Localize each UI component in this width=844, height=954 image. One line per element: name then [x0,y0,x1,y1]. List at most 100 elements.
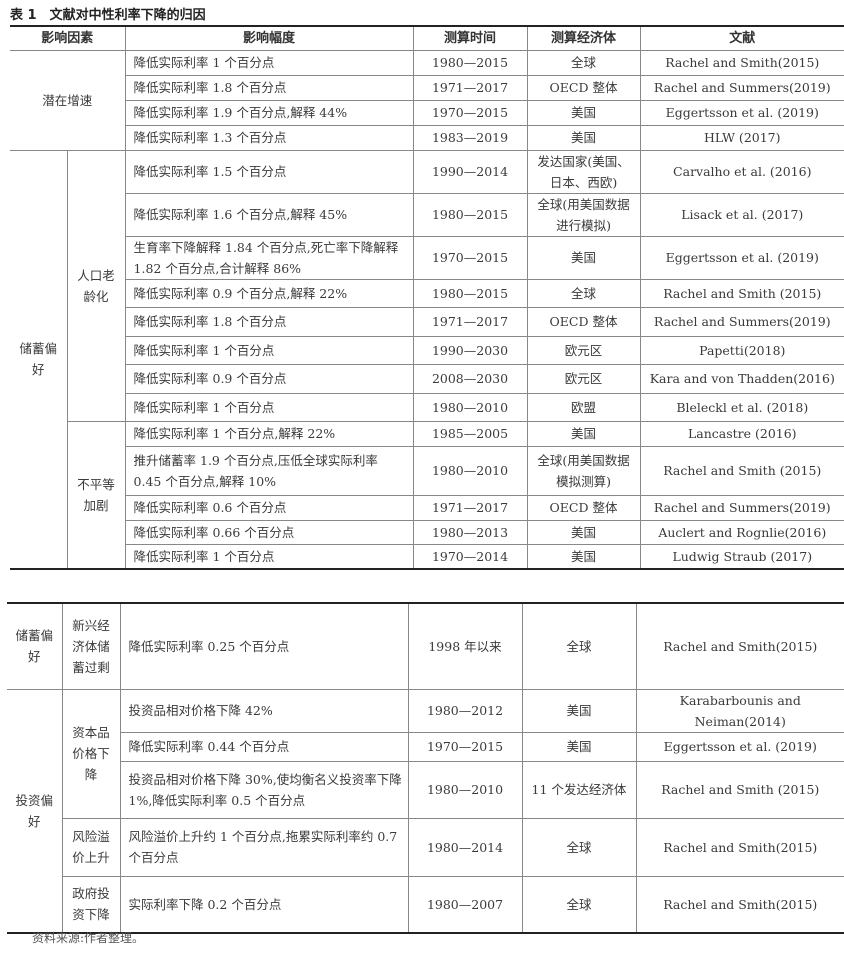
table-row: 降低实际利率 1.8 个百分点 1971—2017 OECD 整体 Rachel an… [10,74,844,101]
economy-cell: 欧元区 [526,363,641,394]
table-row: 推升储蓄率 1.9 个百分点,压低全球实际利率 0.45 个百分点,解释 10%… [10,445,844,496]
literature-cell: Rachel and Summers(2019) [639,74,844,101]
table-row: 降低实际利率 1.8 个百分点 1971—2017 OECD 整体 Rachel an… [10,306,844,337]
table-row: 降低实际利率 1 个百分点 1980—2010 欧盟 Bleleckl et al. … [10,392,844,422]
impact-cell: 降低实际利率 0.25 个百分点 [119,602,409,690]
period-cell: 1970—2014 [412,543,528,570]
literature-cell: Rachel and Smith (2015) [639,445,844,496]
economy-cell: 发达国家(美国、日本、西欧) [526,149,641,194]
impact-cell: 降低实际利率 0.44 个百分点 [120,731,409,762]
period-cell: 1980—2007 [407,875,523,934]
table-row: 储蓄偏好 人口老龄化 降低实际利率 1.5 个百分点 1990—2014 发达国家(美国… [10,149,844,570]
literature-cell: Rachel and Smith (2015) [639,278,844,308]
factor-group-cell: 储蓄偏好 [7,602,63,690]
table-row: 降低实际利率 1 个百分点 1970—2014 美国 Ludwig Straub (2… [10,543,844,570]
period-cell: 2008—2030 [412,363,528,394]
period-cell: 1983—2019 [412,124,528,151]
period-cell: 1980—2015 [412,278,528,308]
economy-cell: 美国 [526,519,641,545]
economy-cell: 全球 [521,875,637,934]
header-impact: 影响幅度 [124,25,414,51]
factor-subgroup-cell: 政府投资下降 [62,875,121,934]
table-row: 降低实际利率 1 个百分点 1990—2030 欧元区 Papetti(2018) [10,335,844,365]
factor-subgroup-cell: 风险溢价上升 [62,817,121,877]
period-cell: 1980—2010 [412,445,528,496]
impact-cell: 降低实际利率 0.66 个百分点 [125,519,414,545]
impact-cell: 降低实际利率 1 个百分点 [124,49,414,76]
period-cell: 1980—2010 [407,760,523,819]
period-cell: 1990—2030 [412,335,528,365]
impact-cell: 风险溢价上升约 1 个百分点,拖累实际利率约 0.7 个百分点 [119,817,409,877]
impact-cell: 投资品相对价格下降 30%,使均衡名义投资率下降 1%,降低实际利率 0.5 个… [120,760,409,819]
period-cell: 1990—2014 [412,149,528,194]
impact-cell: 降低实际利率 0.6 个百分点 [125,494,414,521]
factor-subgroup-cell: 新兴经济体储蓄过剩 [61,602,121,690]
period-cell: 1998 年以来 [407,602,523,690]
economy-cell: 美国 [526,420,641,447]
table-row: 储蓄偏好 新兴经济体储蓄过剩 降低实际利率 0.25 个百分点 1998 年以来 全球 R… [7,602,844,690]
period-cell: 1980—2012 [407,688,523,733]
period-cell: 1980—2015 [412,49,528,76]
table-row: 降低实际利率 0.66 个百分点 1980—2013 美国 Auclert and R… [10,519,844,545]
literature-cell: Rachel and Summers(2019) [639,306,844,337]
literature-cell: Lancastre (2016) [639,420,844,447]
table-row: 降低实际利率 0.9 个百分点 2008—2030 欧元区 Kara and von … [10,363,844,394]
table-row: 降低实际利率 1.9 个百分点,解释 44% 1970—2015 美国 Eggerts… [10,99,844,126]
impact-cell: 实际利率下降 0.2 个百分点 [119,875,409,934]
literature-cell: Rachel and Summers(2019) [639,494,844,521]
period-cell: 1971—2017 [412,306,528,337]
economy-cell: 11 个发达经济体 [521,760,637,819]
impact-cell: 降低实际利率 1.3 个百分点 [125,124,414,151]
economy-cell: 全球 [521,602,637,690]
literature-cell: Rachel and Smith(2015) [635,817,844,877]
impact-cell: 降低实际利率 1 个百分点 [125,392,414,422]
economy-cell: OECD 整体 [526,74,641,101]
period-cell: 1970—2015 [412,235,528,280]
table-row: 降低实际利率 1.6 个百分点,解释 45% 1980—2015 全球(用美国数据进… [10,192,844,237]
table-title: 表 1 文献对中性利率下降的归因 [10,8,206,23]
impact-cell: 投资品相对价格下降 42% [119,688,409,733]
period-cell: 1980—2010 [412,392,528,422]
economy-cell: OECD 整体 [526,306,641,337]
literature-cell: Ludwig Straub (2017) [639,543,844,570]
literature-cell: Eggertsson et al. (2019) [639,235,844,280]
factor-subgroup-cell: 不平等加剧 [67,420,126,570]
period-cell: 1970—2015 [407,731,523,762]
impact-cell: 降低实际利率 0.9 个百分点 [125,363,414,394]
impact-cell: 降低实际利率 1.8 个百分点 [125,306,414,337]
economy-cell: 全球 [521,817,637,877]
table-row: 生育率下降解释 1.84 个百分点,死亡率下降解释 1.82 个百分点,合计解释… [10,235,844,280]
table-row: 降低实际利率 0.9 个百分点,解释 22% 1980—2015 全球 Rachel … [10,278,844,308]
table-row: 降低实际利率 1.3 个百分点 1983—2019 美国 HLW (2017) [10,124,844,151]
economy-cell: 全球 [526,49,641,76]
economy-cell: OECD 整体 [526,494,641,521]
literature-cell: HLW (2017) [639,124,844,151]
economy-cell: 美国 [521,731,637,762]
literature-cell: Carvalho et al. (2016) [639,149,844,194]
header-period: 测算时间 [412,25,528,51]
impact-cell: 降低实际利率 1 个百分点 [125,543,414,570]
economy-cell: 全球 [526,278,641,308]
impact-cell: 生育率下降解释 1.84 个百分点,死亡率下降解释 1.82 个百分点,合计解释… [125,235,414,280]
table-row: 风险溢价上升 风险溢价上升约 1 个百分点,拖累实际利率约 0.7 个百分点 198… [7,817,844,877]
attribution-table-part2: 储蓄偏好 新兴经济体储蓄过剩 降低实际利率 0.25 个百分点 1998 年以来 全球 R… [7,602,844,934]
impact-cell: 降低实际利率 1.6 个百分点,解释 45% [125,192,414,237]
header-factor: 影响因素 [10,25,126,51]
impact-cell: 降低实际利率 1.9 个百分点,解释 44% [125,99,414,126]
economy-cell: 全球(用美国数据进行模拟) [526,192,641,237]
table-row: 不平等加剧 降低实际利率 1 个百分点,解释 22% 1985—2005 美国 Lanc… [10,420,844,570]
impact-cell: 降低实际利率 0.9 个百分点,解释 22% [125,278,414,308]
factor-group-cell: 投资偏好 [7,688,63,934]
impact-cell: 降低实际利率 1 个百分点,解释 22% [124,420,414,447]
economy-cell: 欧盟 [526,392,641,422]
impact-cell: 推升储蓄率 1.9 个百分点,压低全球实际利率 0.45 个百分点,解释 10% [125,445,414,496]
period-cell: 1970—2015 [412,99,528,126]
impact-cell: 降低实际利率 1 个百分点 [125,335,414,365]
literature-cell: Rachel and Smith(2015) [639,49,844,76]
table-row: 降低实际利率 0.6 个百分点 1971—2017 OECD 整体 Rachel an… [10,494,844,521]
period-cell: 1985—2005 [412,420,528,447]
impact-cell: 降低实际利率 1.8 个百分点 [125,74,414,101]
economy-cell: 欧元区 [526,335,641,365]
source-note: 资料来源:作者整理。 [32,931,145,945]
period-cell: 1971—2017 [412,494,528,521]
